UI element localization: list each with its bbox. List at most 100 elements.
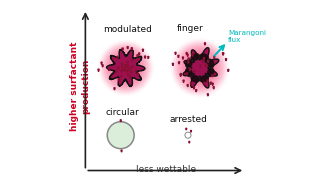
- Circle shape: [171, 39, 228, 97]
- Circle shape: [112, 54, 140, 82]
- Circle shape: [101, 43, 151, 93]
- Circle shape: [124, 66, 128, 70]
- Circle shape: [118, 60, 134, 76]
- Circle shape: [106, 48, 146, 88]
- Polygon shape: [190, 83, 192, 85]
- Circle shape: [113, 55, 139, 81]
- Polygon shape: [131, 59, 133, 61]
- Polygon shape: [180, 74, 182, 76]
- Polygon shape: [213, 87, 214, 89]
- Circle shape: [118, 60, 133, 75]
- Polygon shape: [206, 65, 208, 67]
- Text: less wettable: less wettable: [136, 165, 196, 174]
- Polygon shape: [189, 141, 190, 143]
- Polygon shape: [178, 55, 179, 58]
- Circle shape: [173, 41, 227, 95]
- Circle shape: [196, 64, 204, 72]
- Text: higher surfactant
production: higher surfactant production: [70, 42, 91, 131]
- Polygon shape: [186, 128, 187, 130]
- Circle shape: [124, 67, 127, 69]
- Polygon shape: [182, 57, 184, 59]
- Circle shape: [107, 122, 134, 149]
- Polygon shape: [139, 53, 140, 55]
- Text: circular: circular: [105, 108, 139, 117]
- Circle shape: [119, 61, 132, 74]
- Text: arrested: arrested: [169, 115, 207, 124]
- Circle shape: [115, 58, 136, 78]
- Circle shape: [181, 49, 219, 87]
- Circle shape: [104, 46, 147, 89]
- Circle shape: [184, 52, 216, 84]
- Circle shape: [173, 41, 226, 94]
- Polygon shape: [194, 71, 195, 73]
- Polygon shape: [121, 70, 122, 72]
- Polygon shape: [214, 56, 215, 59]
- Polygon shape: [123, 68, 124, 70]
- Polygon shape: [179, 62, 180, 64]
- Polygon shape: [127, 65, 128, 67]
- Polygon shape: [121, 75, 122, 78]
- Circle shape: [113, 55, 138, 80]
- Polygon shape: [127, 61, 128, 64]
- Circle shape: [114, 56, 138, 80]
- Text: modulated: modulated: [103, 25, 152, 34]
- Circle shape: [179, 47, 221, 89]
- Circle shape: [100, 42, 152, 94]
- Ellipse shape: [191, 54, 200, 60]
- Polygon shape: [188, 58, 189, 60]
- Polygon shape: [186, 73, 188, 75]
- Polygon shape: [137, 55, 138, 57]
- Polygon shape: [223, 53, 224, 55]
- Circle shape: [193, 61, 207, 75]
- Circle shape: [121, 63, 131, 73]
- Circle shape: [179, 48, 220, 88]
- Circle shape: [105, 47, 146, 88]
- Circle shape: [115, 57, 137, 79]
- Polygon shape: [187, 84, 188, 87]
- Circle shape: [107, 49, 145, 87]
- Circle shape: [104, 46, 148, 90]
- Text: finger: finger: [176, 24, 203, 33]
- Circle shape: [109, 51, 143, 85]
- Polygon shape: [127, 47, 128, 49]
- Polygon shape: [192, 54, 193, 56]
- Polygon shape: [183, 80, 184, 83]
- Polygon shape: [148, 57, 149, 59]
- Circle shape: [185, 132, 191, 138]
- Circle shape: [186, 54, 214, 82]
- Circle shape: [187, 55, 212, 80]
- Polygon shape: [127, 70, 129, 72]
- Polygon shape: [130, 71, 132, 74]
- Circle shape: [107, 50, 144, 86]
- Circle shape: [174, 42, 225, 94]
- Circle shape: [190, 59, 209, 77]
- Polygon shape: [200, 65, 201, 67]
- Circle shape: [122, 64, 129, 72]
- Polygon shape: [212, 83, 213, 85]
- Polygon shape: [121, 150, 122, 152]
- Polygon shape: [207, 80, 208, 82]
- Circle shape: [188, 56, 211, 80]
- Circle shape: [183, 51, 217, 85]
- Polygon shape: [129, 68, 130, 70]
- Polygon shape: [117, 56, 118, 59]
- Polygon shape: [188, 61, 189, 63]
- Polygon shape: [142, 49, 144, 52]
- Polygon shape: [190, 69, 191, 71]
- Circle shape: [198, 66, 201, 70]
- Polygon shape: [98, 69, 99, 71]
- Polygon shape: [193, 87, 195, 89]
- Polygon shape: [121, 63, 122, 65]
- Polygon shape: [203, 58, 205, 60]
- Circle shape: [190, 58, 210, 78]
- Polygon shape: [225, 59, 227, 61]
- Polygon shape: [120, 120, 121, 122]
- Circle shape: [110, 53, 141, 83]
- Circle shape: [120, 62, 132, 74]
- Circle shape: [101, 44, 150, 92]
- Polygon shape: [126, 70, 127, 72]
- Circle shape: [176, 45, 223, 91]
- Polygon shape: [180, 74, 181, 77]
- Polygon shape: [118, 79, 119, 81]
- Polygon shape: [228, 69, 229, 72]
